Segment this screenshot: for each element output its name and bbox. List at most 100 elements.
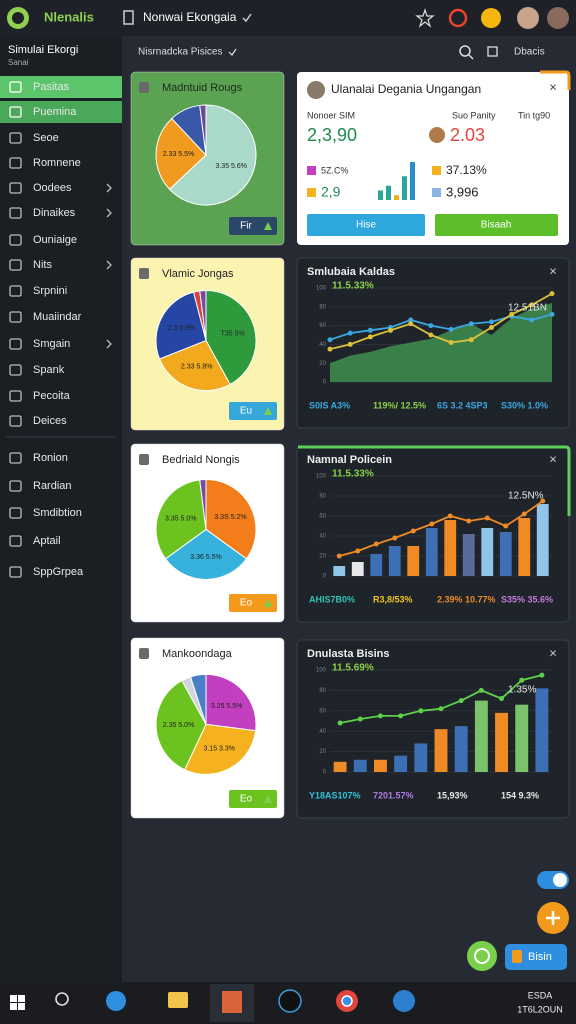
search-icon-handle (468, 54, 474, 60)
menu-icon (9, 338, 22, 350)
y-tick-label: 0 (323, 574, 327, 580)
stat-label: 154 9.3% (501, 790, 539, 800)
chevron-icon (106, 208, 112, 218)
header-action[interactable]: Dbacis (514, 47, 545, 58)
chat-button[interactable] (467, 941, 497, 971)
search-icon[interactable] (55, 992, 69, 1006)
float-button-icon (512, 950, 522, 963)
card-icon (139, 454, 149, 465)
close-icon[interactable]: × (549, 79, 557, 94)
menu-item[interactable]: Pecoita (33, 390, 71, 402)
pie-slice (168, 104, 257, 206)
kpi-stat: 3,996 (446, 184, 479, 199)
line-point (410, 528, 416, 534)
pie-slice (164, 528, 248, 580)
menu-icon (9, 390, 22, 402)
stat-label: 7201.57% (373, 790, 414, 800)
chart-card (296, 639, 570, 819)
search-icon[interactable] (459, 45, 471, 57)
menu-item[interactable]: Smdibtion (33, 507, 82, 519)
avatar[interactable] (547, 7, 569, 29)
menu-item[interactable]: Nits (33, 259, 52, 271)
menu-item[interactable]: Spank (33, 364, 65, 376)
menu-item[interactable]: Srpnini (33, 285, 67, 297)
menu-icon (9, 285, 22, 297)
card-button[interactable] (229, 217, 277, 235)
menu-item[interactable]: Pasitas (33, 81, 70, 93)
kpi-header: Nonoer SIM (307, 110, 355, 120)
card-title: Vlamic Jongas (162, 268, 234, 280)
puzzle-icon[interactable] (487, 46, 498, 57)
menu-item[interactable]: Ronion (33, 452, 68, 464)
folder-icon[interactable] (168, 992, 188, 1008)
button-icon (264, 795, 272, 803)
menu-item[interactable]: Ouniaige (33, 234, 77, 246)
line-point (447, 513, 453, 519)
top-bar (0, 0, 576, 36)
active-item-bg[interactable] (0, 76, 122, 98)
close-icon[interactable]: × (549, 645, 557, 660)
stat-label: S0IS A3% (309, 400, 350, 410)
edge-icon[interactable] (106, 991, 126, 1011)
pie-slice (184, 723, 257, 775)
menu-item[interactable]: Oodees (33, 182, 72, 194)
app-icon[interactable] (393, 990, 415, 1012)
mini-bar (378, 190, 383, 200)
card-button[interactable] (229, 594, 277, 612)
menu-icon (9, 507, 22, 519)
notification-icon[interactable] (448, 8, 468, 28)
stat-label: S30% 1.0% (501, 400, 548, 410)
menu-item[interactable]: Aptail (33, 535, 61, 547)
line-point (408, 321, 414, 327)
kpi-stat: 2,9 (321, 184, 341, 200)
star-icon[interactable] (415, 8, 435, 28)
menu-item[interactable]: Puemina (33, 106, 77, 118)
app-icon[interactable] (278, 989, 302, 1013)
menu-item[interactable]: SppGrpea (33, 566, 84, 578)
menu-item[interactable]: Seoe (33, 132, 59, 144)
stat-swatch (432, 188, 441, 197)
stat-label: Y18AS107% (309, 790, 361, 800)
menu-item[interactable]: Muaiindar (33, 311, 82, 323)
line-point (327, 337, 333, 343)
menu-item[interactable]: Rardian (33, 480, 72, 492)
line-point (503, 523, 509, 529)
menu-icon (9, 480, 22, 492)
card-icon (139, 268, 149, 279)
slice-label: 3.3S 5.2% (214, 514, 246, 521)
menu-item[interactable]: Deices (33, 415, 67, 427)
stat-label: AHIS7B0% (309, 594, 355, 604)
mini-bar (402, 176, 407, 200)
line-point (392, 535, 398, 541)
chrome-icon-center (341, 995, 353, 1007)
line-point (484, 515, 490, 521)
line-point (549, 291, 555, 297)
bar (481, 528, 494, 576)
menu-item[interactable]: Smgain (33, 338, 70, 350)
menu-item[interactable]: Romnene (33, 157, 81, 169)
line-point (448, 326, 454, 332)
bar (499, 532, 512, 576)
emoji-icon[interactable] (481, 8, 501, 28)
stat-swatch (307, 166, 316, 175)
sidebar-title: Simulai Ekorgi (8, 44, 78, 56)
kpi-stat: 37.13% (446, 163, 487, 177)
active-item-bg[interactable] (0, 101, 122, 123)
y-tick-label: 20 (319, 749, 326, 755)
close-icon[interactable]: × (549, 263, 557, 278)
line-point (488, 319, 494, 325)
close-icon[interactable]: × (549, 451, 557, 466)
stat-label: 15,93% (437, 790, 468, 800)
primary-button[interactable] (307, 214, 425, 236)
card-button[interactable] (229, 402, 277, 420)
avatar[interactable] (517, 7, 539, 29)
y-tick-label: 80 (319, 304, 326, 310)
menu-icon (9, 535, 22, 547)
line-point (519, 677, 525, 683)
line-point (529, 317, 535, 323)
menu-item[interactable]: Dinaikes (33, 207, 76, 219)
line-point (529, 302, 535, 308)
stat-label: R3,8/53% (373, 594, 413, 604)
secondary-button[interactable] (435, 214, 558, 236)
card-button[interactable] (229, 790, 277, 808)
